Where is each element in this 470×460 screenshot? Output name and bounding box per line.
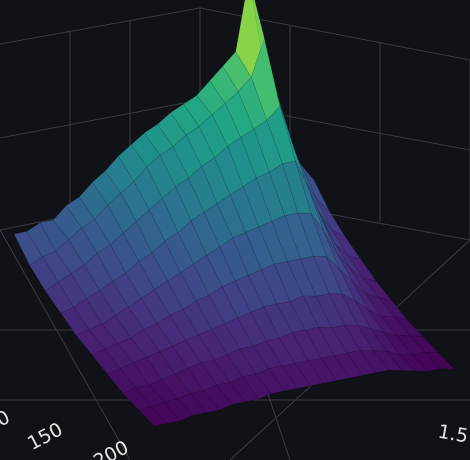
x-tick-label: 150 bbox=[24, 418, 66, 454]
y-tick-label: 1.5 bbox=[436, 421, 470, 448]
surface-face bbox=[424, 351, 455, 370]
x-tick-label: 0 bbox=[0, 406, 14, 431]
floor-grid-line bbox=[0, 229, 131, 460]
axis-ticks: 0 150 200 1.5 bbox=[0, 406, 470, 460]
x-tick-label: 200 bbox=[90, 436, 132, 460]
grid-line bbox=[0, 99, 201, 139]
back-wall-right-grid bbox=[199, 7, 470, 241]
surface-mesh bbox=[13, 0, 455, 427]
